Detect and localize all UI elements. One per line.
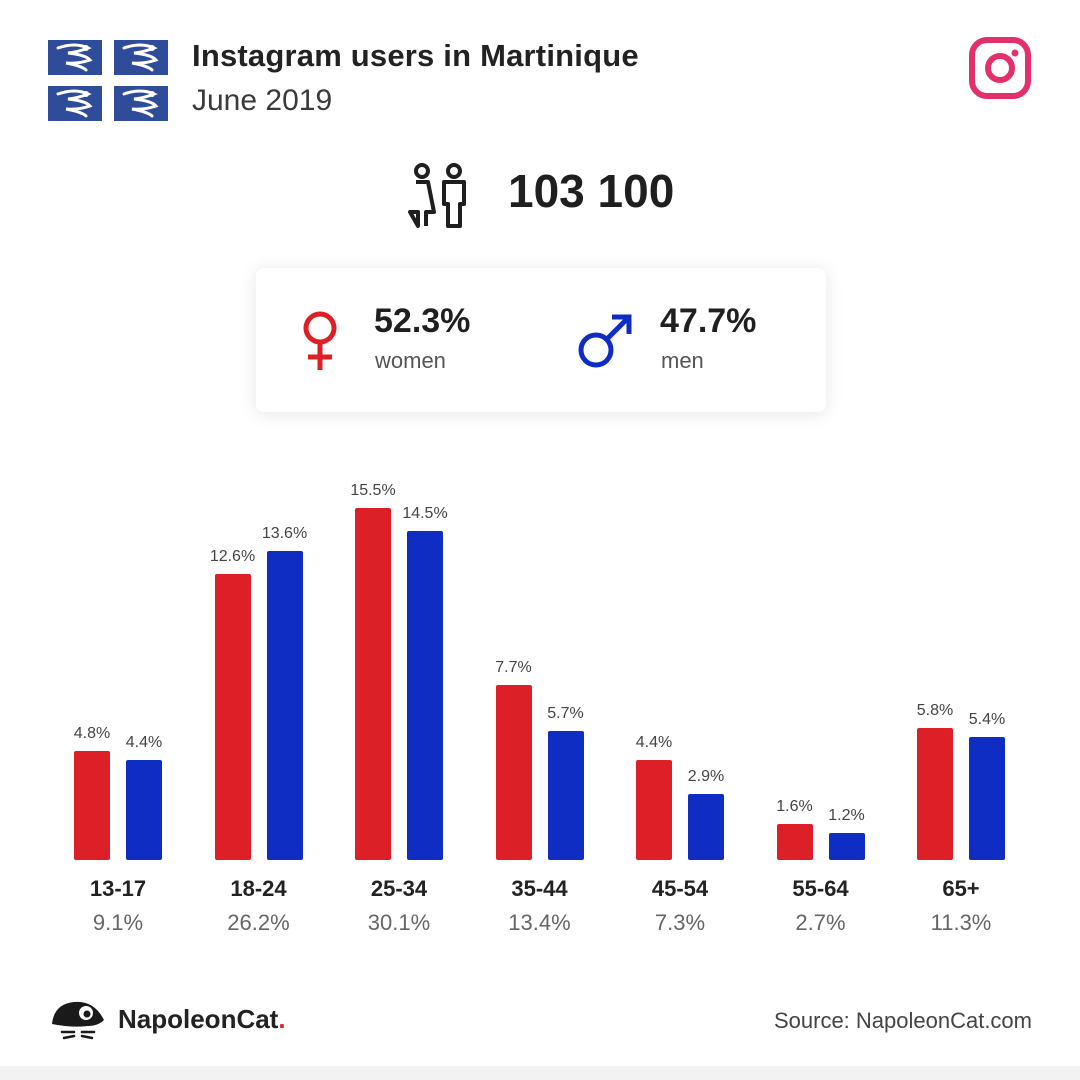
chart-subtitle: June 2019 — [192, 84, 333, 117]
category-share-25-34: 30.1% — [367, 910, 431, 935]
value-label-women-18-24: 12.6% — [209, 547, 256, 565]
bar-women-45-54 — [636, 760, 672, 860]
bar-men-45-54 — [688, 794, 724, 860]
bar-women-18-24 — [214, 573, 251, 860]
gender-card: 52.3% women 47.7% men — [256, 268, 826, 412]
age-gender-bar-chart: 4.8% 4.4% 13-17 9.1% 12.6% 13.6% 18-24 26.2% 15.… — [0, 440, 1080, 960]
bar-men-55-64 — [828, 832, 865, 860]
value-label-women-55-64: 1.6% — [776, 797, 813, 815]
category-share-65+: 11.3% — [930, 910, 992, 935]
value-label-men-35-44: 5.7% — [547, 704, 584, 722]
instagram-icon — [968, 36, 1032, 100]
category-label-35-44: 35-44 — [511, 876, 568, 901]
bar-women-25-34 — [355, 508, 391, 860]
martinique-flag-icon — [48, 40, 102, 75]
women-percent: 52.3% — [374, 302, 471, 340]
category-share-45-54: 7.3% — [654, 910, 706, 935]
source-text: Source: NapoleonCat.com — [773, 1008, 1032, 1033]
value-label-women-13-17: 4.8% — [73, 725, 111, 743]
value-label-women-35-44: 7.7% — [495, 659, 532, 677]
martinique-flag-icon — [114, 40, 168, 75]
value-label-women-65+: 5.8% — [916, 702, 954, 720]
value-label-women-45-54: 4.4% — [635, 734, 673, 752]
category-share-13-17: 9.1% — [92, 910, 144, 935]
brand-dot: . — [278, 1004, 286, 1034]
napoleoncat-logo-icon — [48, 996, 108, 1042]
martinique-flags — [48, 40, 170, 122]
category-share-35-44: 13.4% — [508, 910, 571, 935]
value-label-men-55-64: 1.2% — [828, 806, 865, 824]
men-percent: 47.7% — [660, 302, 757, 340]
bar-women-65+ — [917, 728, 953, 860]
bar-men-18-24 — [266, 551, 303, 860]
category-label-45-54: 45-54 — [651, 876, 709, 901]
brand-name: NapoleonCat. — [118, 1004, 286, 1035]
value-label-men-18-24: 13.6% — [261, 525, 308, 543]
chart-title: Instagram users in Martinique — [192, 38, 639, 73]
women-label: women — [375, 348, 446, 373]
total-users: 103 100 — [508, 165, 675, 217]
category-share-55-64: 2.7% — [795, 910, 846, 935]
martinique-flag-icon — [114, 86, 168, 121]
category-label-13-17: 13-17 — [89, 876, 147, 901]
value-label-women-25-34: 15.5% — [350, 482, 396, 500]
bar-men-35-44 — [547, 730, 584, 860]
bar-women-55-64 — [776, 823, 813, 860]
male-symbol-icon — [576, 312, 634, 370]
category-label-25-34: 25-34 — [370, 876, 428, 901]
value-label-men-25-34: 14.5% — [402, 504, 448, 522]
bar-women-13-17 — [74, 751, 110, 860]
female-symbol-icon — [300, 310, 340, 372]
value-label-men-45-54: 2.9% — [687, 768, 725, 786]
bar-women-35-44 — [495, 685, 532, 860]
bar-men-13-17 — [126, 760, 162, 860]
bar-men-25-34 — [407, 530, 443, 860]
brand-text: NapoleonCat — [118, 1004, 279, 1034]
category-share-18-24: 26.2% — [227, 910, 290, 935]
category-label-55-64: 55-64 — [792, 876, 849, 901]
value-label-men-65+: 5.4% — [968, 711, 1006, 729]
category-label-65+: 65+ — [942, 876, 980, 901]
bar-men-65+ — [969, 737, 1005, 860]
footer-band — [0, 1066, 1080, 1080]
people-icon — [404, 162, 472, 230]
category-label-18-24: 18-24 — [230, 876, 287, 901]
martinique-flag-icon — [48, 86, 102, 121]
men-label: men — [661, 348, 704, 373]
value-label-men-13-17: 4.4% — [125, 734, 163, 752]
